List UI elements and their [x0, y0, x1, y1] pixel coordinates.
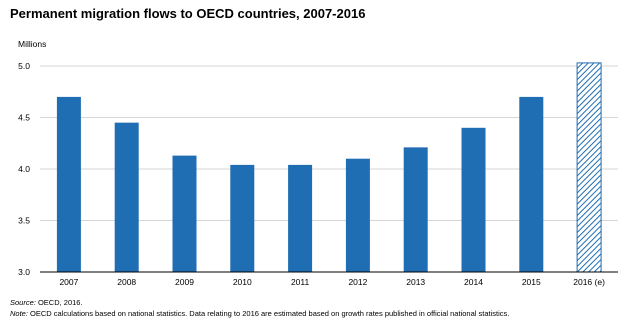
- chart-title: Permanent migration flows to OECD countr…: [10, 6, 366, 21]
- bar: [56, 96, 81, 273]
- x-tick-label: 2013: [406, 277, 425, 287]
- bar-chart: Millions 3.0 3.5 4.0 4.5 5.0 2007 2008 2009 201…: [18, 39, 618, 287]
- bar: [519, 96, 544, 273]
- bar: [461, 127, 486, 272]
- bar: [230, 164, 255, 272]
- x-tick-label: 2007: [59, 277, 78, 287]
- bar: [172, 155, 197, 272]
- x-tick-label: 2014: [464, 277, 483, 287]
- y-tick-label: 4.5: [18, 113, 30, 123]
- y-axis-label: Millions: [18, 39, 46, 49]
- note-label: Note:: [10, 309, 28, 318]
- x-tick-label: 2016 (e): [573, 277, 605, 287]
- y-axis-ticks: 3.0 3.5 4.0 4.5 5.0: [18, 61, 30, 277]
- bars: [56, 62, 602, 273]
- x-axis-ticks: 2007 2008 2009 2010 2011 2012 2013 2014 2015 2016…: [59, 277, 605, 287]
- bar: [345, 158, 370, 272]
- y-tick-label: 3.0: [18, 267, 30, 277]
- bar: [114, 122, 139, 273]
- y-tick-label: 5.0: [18, 61, 30, 71]
- y-tick-label: 4.0: [18, 164, 30, 174]
- note-line: Note: OECD calculations based on nationa…: [10, 308, 509, 319]
- bar: [288, 164, 313, 272]
- chart-notes: Source: OECD, 2016. Note: OECD calculati…: [10, 297, 509, 319]
- x-tick-label: 2015: [522, 277, 541, 287]
- x-tick-label: 2009: [175, 277, 194, 287]
- note-text: OECD calculations based on national stat…: [30, 309, 510, 318]
- source-label: Source:: [10, 298, 36, 307]
- x-tick-label: 2008: [117, 277, 136, 287]
- bar: [403, 147, 428, 272]
- x-tick-label: 2012: [348, 277, 367, 287]
- x-tick-label: 2010: [233, 277, 252, 287]
- y-tick-label: 3.5: [18, 216, 30, 226]
- x-tick-label: 2011: [291, 277, 310, 287]
- source-text: OECD, 2016.: [37, 298, 83, 307]
- source-line: Source: OECD, 2016.: [10, 297, 509, 308]
- bar-estimated: [576, 62, 602, 273]
